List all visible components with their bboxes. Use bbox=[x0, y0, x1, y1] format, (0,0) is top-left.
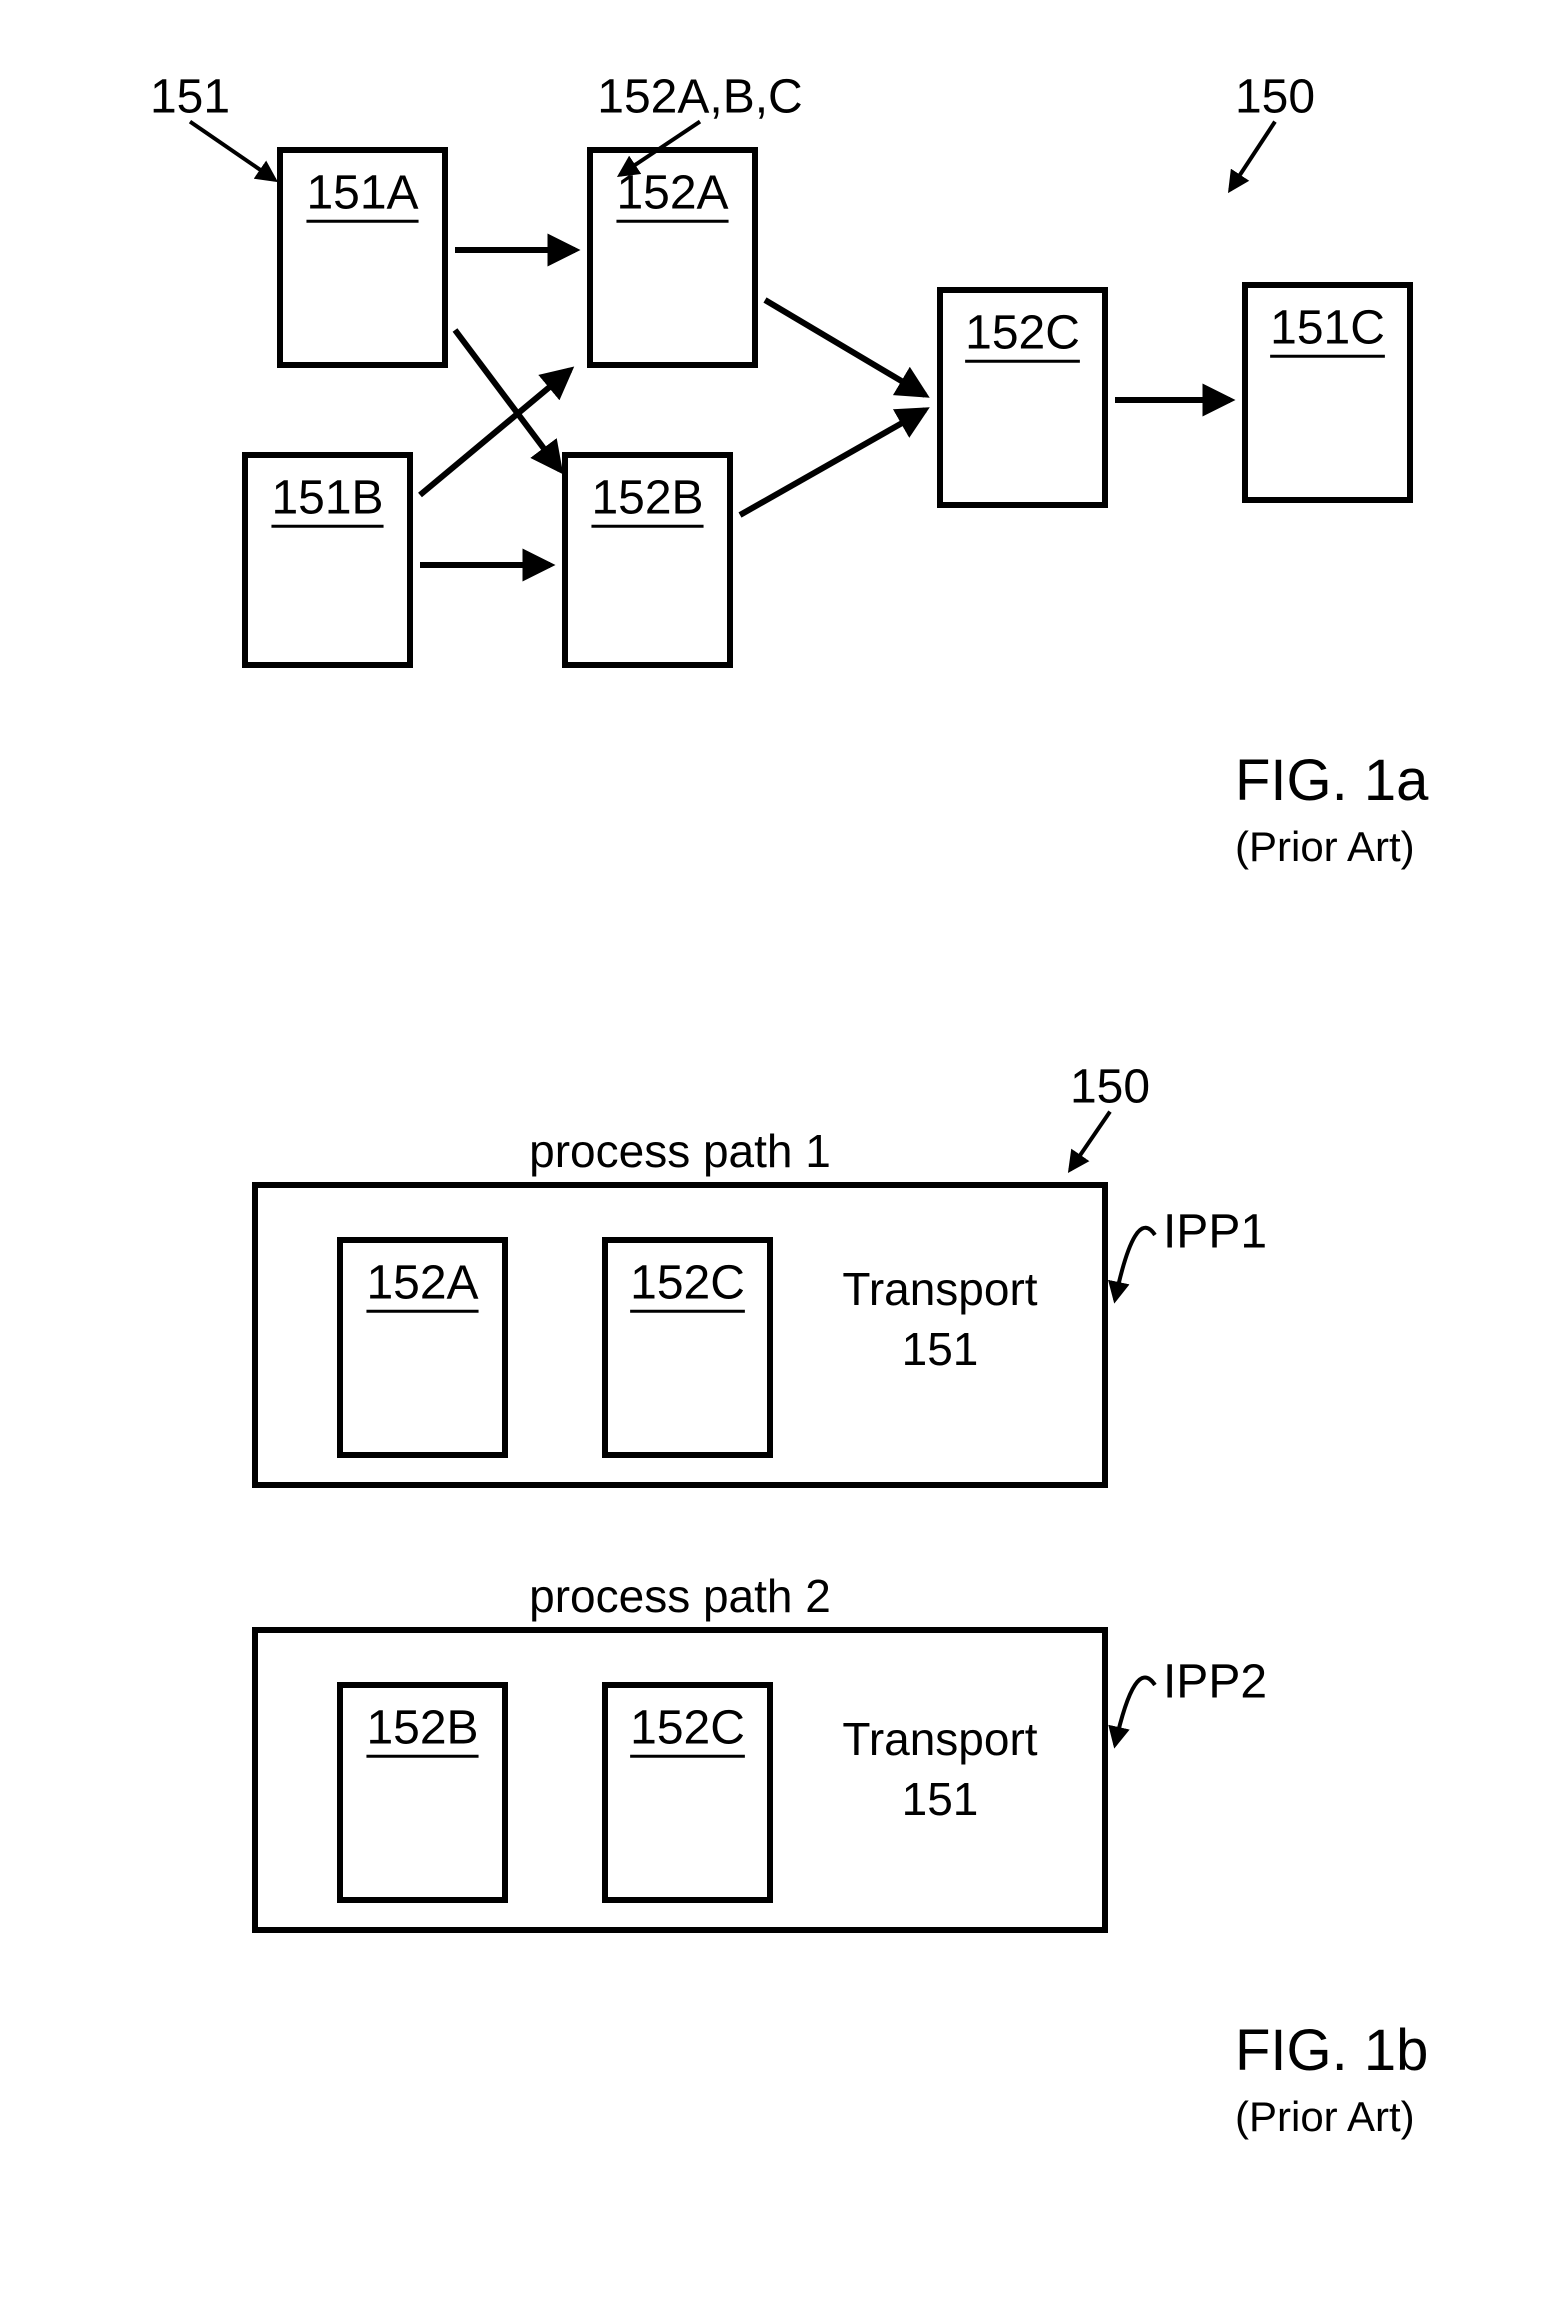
flow-arrow bbox=[765, 300, 925, 395]
p2-152C: 152C bbox=[605, 1685, 770, 1900]
box-151A: 151A bbox=[280, 150, 445, 365]
box-151C: 151C bbox=[1245, 285, 1410, 500]
path1-side-text-0: Transport bbox=[842, 1263, 1037, 1315]
figure-caption-line2: (Prior Art) bbox=[1235, 2093, 1415, 2140]
box-152B-label: 152B bbox=[591, 471, 703, 524]
p1-152C-label: 152C bbox=[630, 1256, 745, 1309]
ann-ipp1-leader bbox=[1115, 1228, 1155, 1300]
path2-title: process path 2 bbox=[529, 1570, 831, 1622]
path1-side-text-1: 151 bbox=[902, 1323, 979, 1375]
box-151B-label: 151B bbox=[271, 471, 383, 524]
box-152A-label: 152A bbox=[616, 166, 728, 219]
diagram-canvas: 151A 152A 151B 152B 152C 151C 151 152A,B,C 150 FI… bbox=[0, 0, 1565, 2315]
p2-152B: 152B bbox=[340, 1685, 505, 1900]
box-152C-label: 152C bbox=[965, 306, 1080, 359]
figure-caption-line2: (Prior Art) bbox=[1235, 823, 1415, 870]
figure-caption-line1: FIG. 1b bbox=[1235, 2018, 1428, 2083]
ann-ipp2-label: IPP2 bbox=[1163, 1656, 1267, 1709]
ann-152abc-label: 152A,B,C bbox=[597, 71, 802, 124]
p2-152C-label: 152C bbox=[630, 1701, 745, 1754]
ann-150-label: 150 bbox=[1235, 71, 1315, 124]
p2-152B-label: 152B bbox=[366, 1701, 478, 1754]
path1-title: process path 1 bbox=[529, 1125, 831, 1177]
ann-151-leader bbox=[190, 122, 275, 180]
box-152A: 152A bbox=[590, 150, 755, 365]
figure-caption-line1: FIG. 1a bbox=[1235, 748, 1429, 813]
flow-arrow bbox=[420, 370, 570, 495]
ann-ipp2-leader bbox=[1115, 1678, 1155, 1746]
ann-151-label: 151 bbox=[150, 71, 230, 124]
box-152C: 152C bbox=[940, 290, 1105, 505]
flow-arrow bbox=[740, 410, 925, 515]
p1-152A-label: 152A bbox=[366, 1256, 478, 1309]
path2-side-text-0: Transport bbox=[842, 1713, 1037, 1765]
box-152B: 152B bbox=[565, 455, 730, 665]
p1-152A: 152A bbox=[340, 1240, 505, 1455]
ann-150-leader bbox=[1230, 122, 1275, 190]
ann-150b-label: 150 bbox=[1070, 1061, 1150, 1114]
ann-ipp1-label: IPP1 bbox=[1163, 1206, 1267, 1259]
box-151A-label: 151A bbox=[306, 166, 418, 219]
box-151B: 151B bbox=[245, 455, 410, 665]
box-151C-label: 151C bbox=[1270, 301, 1385, 354]
path2-side-text-1: 151 bbox=[902, 1773, 979, 1825]
p1-152C: 152C bbox=[605, 1240, 770, 1455]
ann-150b-leader bbox=[1070, 1112, 1110, 1170]
